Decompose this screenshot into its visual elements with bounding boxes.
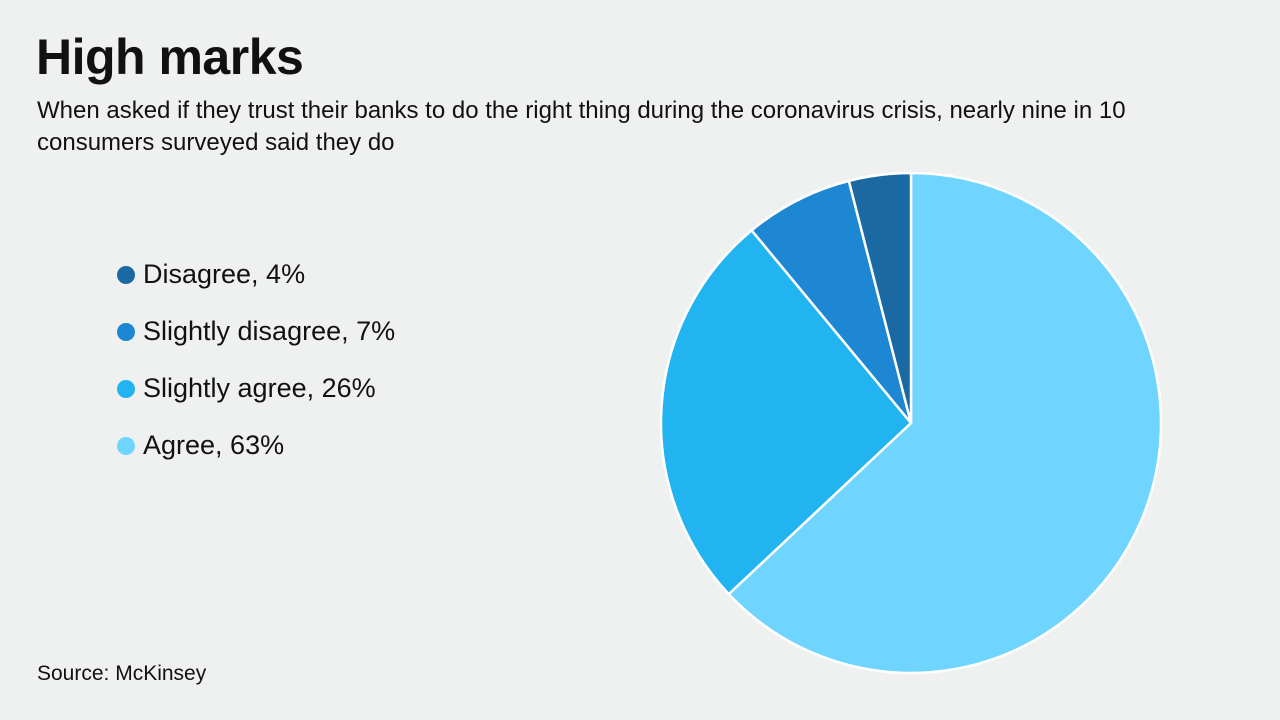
chart-subtitle: When asked if they trust their banks to … xyxy=(37,97,1126,156)
legend-swatch xyxy=(117,265,135,284)
legend-label: Disagree, 4% xyxy=(143,259,306,289)
legend-item-agree: Agree, 63% xyxy=(117,417,395,474)
legend: Disagree, 4% Slightly disagree, 7% Sligh… xyxy=(117,246,395,474)
legend-swatch xyxy=(117,436,135,455)
source-note: Source: McKinsey xyxy=(37,662,207,685)
chart-title: High marks xyxy=(36,29,304,85)
legend-label: Slightly agree, 26% xyxy=(143,373,376,403)
legend-label: Agree, 63% xyxy=(143,430,285,460)
pie-slice-disagree xyxy=(847,171,913,425)
legend-item-disagree: Disagree, 4% xyxy=(117,246,395,303)
legend-item-slightly-disagree: Slightly disagree, 7% xyxy=(117,303,395,360)
pie-slice-agree xyxy=(727,171,1163,675)
legend-item-slightly-agree: Slightly agree, 26% xyxy=(117,360,395,417)
pie-slice-slightly-agree xyxy=(659,229,913,596)
pie-slice-slightly-disagree xyxy=(750,179,913,425)
legend-swatch xyxy=(117,379,135,398)
legend-label: Slightly disagree, 7% xyxy=(143,316,396,346)
legend-swatch xyxy=(117,322,135,341)
